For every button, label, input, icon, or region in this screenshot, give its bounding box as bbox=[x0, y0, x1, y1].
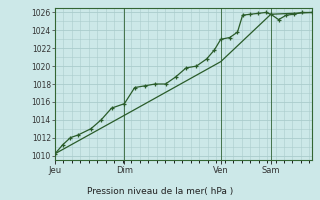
Text: Pression niveau de la mer( hPa ): Pression niveau de la mer( hPa ) bbox=[87, 187, 233, 196]
